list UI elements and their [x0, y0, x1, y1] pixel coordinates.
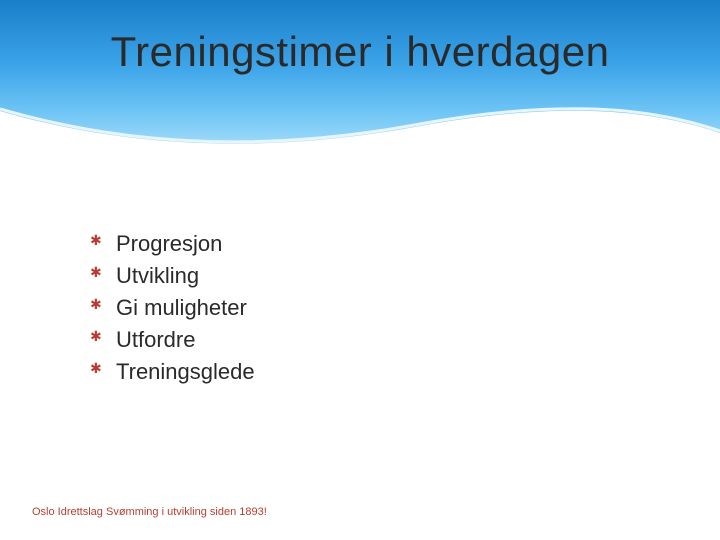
list-item: Progresjon [90, 228, 255, 260]
list-item: Utfordre [90, 324, 255, 356]
slide-content: Progresjon Utvikling Gi muligheter Utfor… [90, 228, 255, 387]
slide-footer: Oslo Idrettslag Svømming i utvikling sid… [32, 506, 267, 518]
list-item: Gi muligheter [90, 292, 255, 324]
slide-header: Treningstimer i hverdagen [0, 0, 720, 160]
list-item: Treningsglede [90, 356, 255, 388]
bullet-list: Progresjon Utvikling Gi muligheter Utfor… [90, 228, 255, 387]
wave-decoration [0, 91, 720, 160]
list-item: Utvikling [90, 260, 255, 292]
slide-title: Treningstimer i hverdagen [0, 28, 720, 76]
